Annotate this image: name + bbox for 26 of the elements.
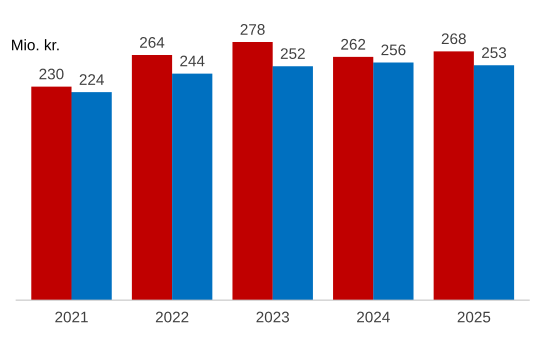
data-label: 224 [80,74,104,85]
bar [474,65,514,300]
data-label: 252 [280,48,305,60]
data-label: 256 [381,44,406,56]
bar [72,92,112,300]
bar [373,62,414,300]
data-label: 268 [442,33,466,44]
x-tick-label: 2023 [256,312,290,322]
data-label: 278 [240,24,265,35]
bar [232,42,273,300]
x-tick-label: 2024 [357,312,390,322]
x-tick-label: 2021 [55,312,88,322]
bar [434,51,474,300]
bar [172,74,212,300]
data-label: 244 [180,56,205,66]
bar [272,66,313,300]
y-axis-title: Mio. kr. [12,39,59,50]
data-label: 264 [140,37,164,48]
x-tick-label: 2022 [156,312,188,322]
data-label: 253 [482,47,506,58]
data-label: 230 [39,68,64,80]
data-label: 262 [341,38,366,50]
bar [333,56,374,300]
bar [31,86,72,300]
x-tick-label: 2025 [458,312,490,322]
bar [132,55,172,300]
